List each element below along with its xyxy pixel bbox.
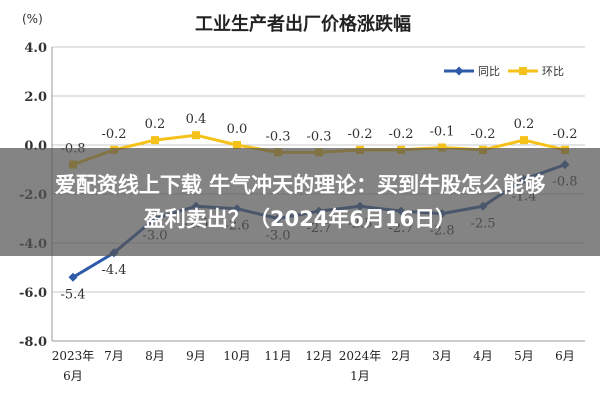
data-label: -0.3 [306,129,331,144]
x-tick-label: 2024年 [339,349,382,363]
data-label: 0.4 [186,112,207,127]
x-tick-label: 2月 [391,349,411,363]
data-label: 0.2 [514,117,535,132]
x-tick-label: 9月 [186,349,206,363]
y-tick-label: -8.0 [19,335,47,350]
x-tick-label: 7月 [104,349,124,363]
data-label: 0.0 [227,122,248,137]
x-tick-label: 3月 [432,349,452,363]
data-point [233,141,241,149]
data-label: -0.3 [265,129,290,144]
x-tick-label: 6月 [555,349,575,363]
y-axis-unit: (%) [22,12,43,26]
chart-title: 工业生产者出厂价格涨跌幅 [195,13,411,35]
y-tick-label: -6.0 [19,286,47,301]
x-tick-label: 6月 [63,369,83,383]
data-label: -5.4 [60,287,85,302]
data-point [192,131,200,140]
x-tick-label: 8月 [145,349,165,363]
x-tick-label: 2023年 [52,349,95,363]
legend: 同比 环比 [444,65,564,78]
x-tick-label: 1月 [350,369,370,383]
overlay-line-1: 爱配资线上下载 牛气冲天的理论：买到牛股怎么能够 [54,173,546,197]
y-tick-label: 4.0 [24,41,47,56]
data-label: -0.2 [347,127,372,142]
legend-label: 环比 [542,65,564,78]
data-label: -4.4 [101,263,126,278]
data-label: -0.1 [429,124,454,139]
overlay-line-2: 盈利卖出？（2024年6月16日） [143,207,457,231]
legend-marker [454,66,464,76]
data-point [151,136,159,145]
x-axis-ticks: 2023年 6月 7月 8月 9月 10月 11月 12月 2024年 1月 2月 3月 4月 5月 6月 [52,349,575,383]
y-tick-label: 2.0 [24,90,47,105]
data-point [68,272,78,282]
x-tick-label: 11月 [264,349,291,363]
data-label: -0.2 [101,127,126,142]
x-tick-label: 10月 [223,349,250,363]
title-overlay-banner: 爱配资线上下载 牛气冲天的理论：买到牛股怎么能够 盈利卖出？（2024年6月16… [0,148,600,256]
data-label: 0.2 [145,117,166,132]
data-point [438,143,446,152]
data-label: -0.2 [470,127,495,142]
x-tick-label: 5月 [514,349,534,363]
data-label: -0.2 [388,127,413,142]
data-label: -0.2 [552,127,577,142]
data-point [520,136,528,145]
x-tick-label: 12月 [305,349,332,363]
legend-label: 同比 [478,65,500,78]
x-tick-label: 4月 [473,349,493,363]
legend-marker [519,67,527,75]
